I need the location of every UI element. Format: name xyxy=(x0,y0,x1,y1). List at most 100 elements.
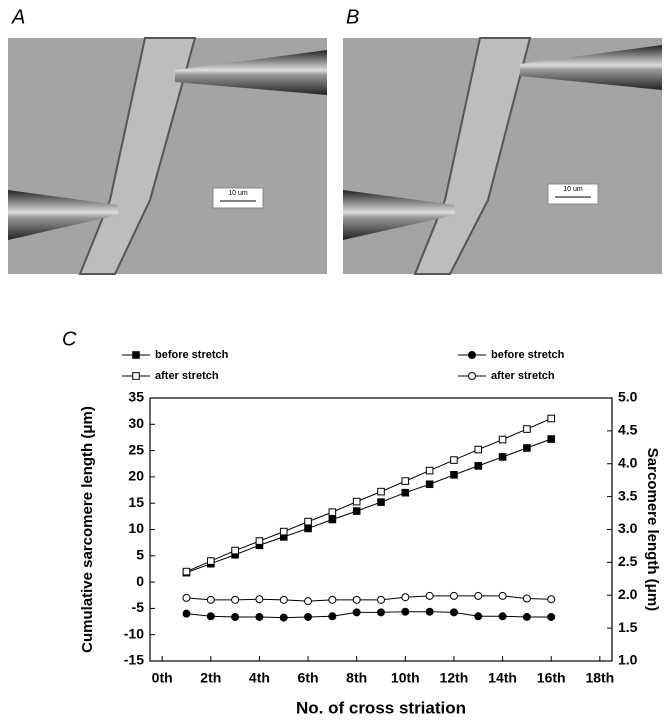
data-point xyxy=(547,595,556,604)
data-point xyxy=(304,597,313,606)
legend-marker xyxy=(132,351,140,359)
data-point xyxy=(522,594,531,603)
series-line xyxy=(186,595,552,602)
data-point xyxy=(304,524,312,533)
data-point xyxy=(401,607,410,616)
data-point xyxy=(231,612,240,621)
y2-tick-label: 1.0 xyxy=(618,652,638,668)
y2-axis-title: Sarcomere length (μm) xyxy=(644,448,661,611)
data-point xyxy=(328,612,337,621)
y-tick-label: -15 xyxy=(124,652,144,668)
data-point xyxy=(352,507,361,515)
y2-tick-label: 5.0 xyxy=(618,389,638,405)
legend-marker xyxy=(132,372,140,380)
y2-tick-label: 4.5 xyxy=(618,422,638,438)
micrograph: 10 um xyxy=(8,37,327,275)
data-point xyxy=(328,515,337,524)
data-point xyxy=(498,612,507,621)
data-point xyxy=(377,595,385,604)
legend-label: after stretch xyxy=(491,370,555,382)
data-point xyxy=(450,470,458,479)
data-point xyxy=(182,609,191,618)
data-point xyxy=(304,517,312,526)
legend-marker xyxy=(468,351,476,359)
data-point xyxy=(498,591,507,600)
data-point xyxy=(255,612,264,621)
data-point xyxy=(474,591,483,600)
data-point xyxy=(377,608,385,617)
scale-bar-label: 10 um xyxy=(563,186,583,193)
legend-label: after stretch xyxy=(155,370,219,382)
data-point xyxy=(377,498,385,506)
y2-tick-label: 3.5 xyxy=(618,487,638,503)
data-point xyxy=(450,456,458,464)
y-tick-label: 10 xyxy=(128,520,144,536)
data-point xyxy=(182,567,191,576)
y-tick-label: 25 xyxy=(128,441,144,457)
data-point xyxy=(255,537,264,545)
data-point xyxy=(522,612,531,621)
data-point xyxy=(401,593,410,602)
data-point xyxy=(425,480,434,489)
y2-tick-label: 2.0 xyxy=(618,586,638,602)
y2-tick-label: 1.5 xyxy=(618,619,638,635)
data-point xyxy=(328,595,337,604)
panel-label: A xyxy=(11,6,25,28)
data-point xyxy=(352,608,361,617)
data-point xyxy=(231,595,240,604)
y-tick-label: 30 xyxy=(128,415,144,431)
data-point xyxy=(498,435,507,444)
x-tick-label: 16th xyxy=(537,670,566,686)
micrograph: 10 um xyxy=(343,37,662,275)
data-point xyxy=(474,462,483,470)
y-tick-label: 20 xyxy=(128,468,144,484)
panel-label: B xyxy=(346,6,359,28)
scale-bar-label: 10 um xyxy=(228,190,248,197)
x-tick-label: 4th xyxy=(249,670,270,686)
x-tick-label: 18th xyxy=(585,670,614,686)
data-point xyxy=(182,593,191,602)
data-point xyxy=(498,453,507,461)
y-axis-title: Cumulative sarcomere length (μm) xyxy=(79,406,96,653)
legend-label: before stretch xyxy=(155,349,229,361)
data-point xyxy=(328,508,337,516)
y2-tick-label: 4.0 xyxy=(618,454,638,470)
x-tick-label: 14th xyxy=(488,670,517,686)
data-point xyxy=(474,612,483,621)
series-line xyxy=(186,611,552,619)
data-point xyxy=(279,595,288,604)
data-point xyxy=(255,595,264,604)
data-point xyxy=(206,595,215,604)
data-point xyxy=(401,488,410,497)
x-tick-label: 10th xyxy=(391,670,420,686)
x-tick-label: 8th xyxy=(346,670,367,686)
data-point xyxy=(425,466,434,475)
panel-label: C xyxy=(62,328,77,350)
data-point xyxy=(377,487,385,496)
data-point xyxy=(206,557,215,565)
data-point xyxy=(474,445,483,454)
data-point xyxy=(231,546,239,555)
data-point xyxy=(425,591,434,600)
data-point xyxy=(523,425,531,433)
series-line xyxy=(186,418,552,573)
legend-label: before stretch xyxy=(491,349,565,361)
y-tick-label: 0 xyxy=(136,573,144,589)
data-point xyxy=(449,608,458,617)
x-tick-label: 6th xyxy=(298,670,319,686)
y-tick-label: 35 xyxy=(128,389,144,405)
y2-tick-label: 3.0 xyxy=(618,520,638,536)
series-line xyxy=(186,438,552,574)
data-point xyxy=(352,595,361,604)
x-tick-label: 2th xyxy=(200,670,221,686)
y-tick-label: -10 xyxy=(124,625,144,641)
data-point xyxy=(547,612,556,621)
y-tick-label: 15 xyxy=(128,494,144,510)
data-point xyxy=(425,607,434,616)
x-tick-label: 12th xyxy=(440,670,469,686)
data-point xyxy=(304,612,313,621)
y2-tick-label: 2.5 xyxy=(618,553,638,569)
data-point xyxy=(523,444,531,452)
y-tick-label: -5 xyxy=(132,599,145,615)
